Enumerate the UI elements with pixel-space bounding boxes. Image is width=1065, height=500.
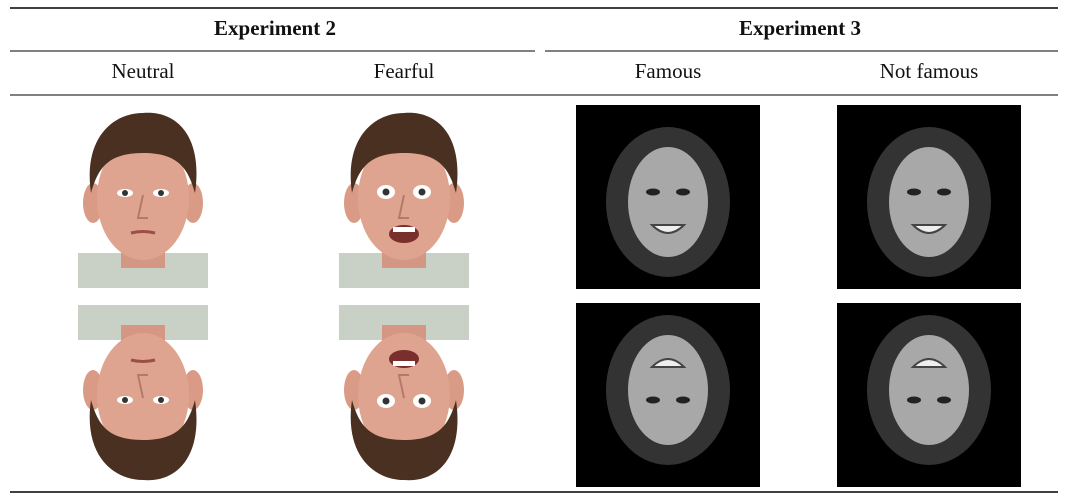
inverted-face-image [78,305,208,481]
group-header: Experiment 3 [739,16,861,40]
face-image [78,112,208,288]
group-header: Experiment 2 [214,16,336,40]
face-image [575,104,761,290]
inverted-face-image [836,302,1022,488]
column-header: Fearful [374,59,435,83]
column-header: Famous [635,59,702,83]
column-header: Not famous [880,59,979,83]
face-image [339,112,469,288]
face-image [836,104,1022,290]
column-header: Neutral [112,59,175,83]
inverted-face-image [339,305,469,481]
inverted-face-image [575,302,761,488]
